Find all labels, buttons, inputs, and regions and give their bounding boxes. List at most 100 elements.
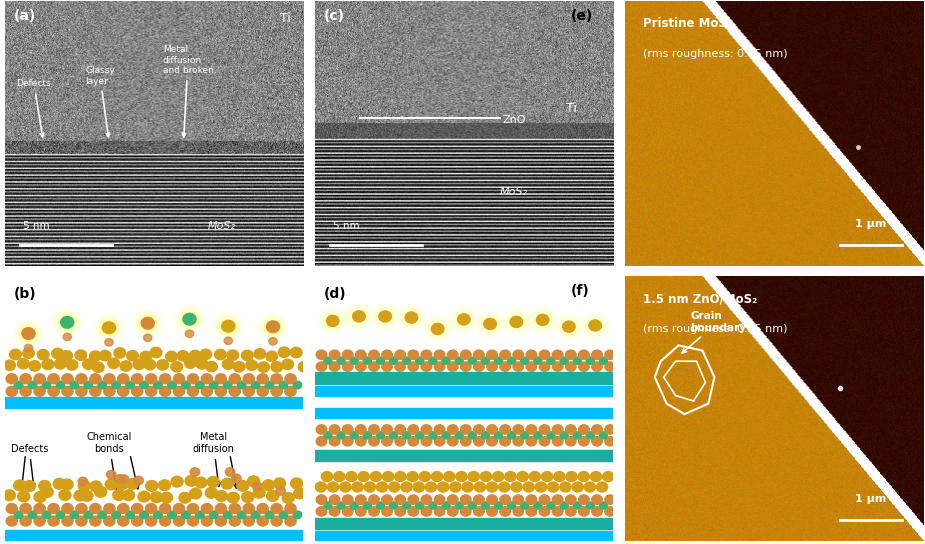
Circle shape <box>140 316 156 331</box>
Circle shape <box>9 349 21 360</box>
Circle shape <box>269 338 277 345</box>
Circle shape <box>131 516 142 526</box>
Circle shape <box>122 490 135 500</box>
Circle shape <box>590 472 601 481</box>
Circle shape <box>448 507 458 516</box>
Circle shape <box>539 350 549 360</box>
Circle shape <box>327 316 339 326</box>
Circle shape <box>117 374 129 384</box>
Circle shape <box>226 468 235 476</box>
Text: (f): (f) <box>572 285 590 299</box>
Circle shape <box>43 511 51 518</box>
Circle shape <box>552 507 563 516</box>
Circle shape <box>426 482 437 492</box>
Circle shape <box>171 477 183 487</box>
Circle shape <box>271 386 282 396</box>
Circle shape <box>257 516 268 526</box>
Circle shape <box>526 362 536 371</box>
Circle shape <box>75 350 87 360</box>
Circle shape <box>159 516 170 526</box>
Circle shape <box>474 507 484 516</box>
Circle shape <box>592 350 602 360</box>
Circle shape <box>90 351 101 361</box>
Circle shape <box>444 472 455 481</box>
Circle shape <box>541 472 553 481</box>
Circle shape <box>461 362 471 371</box>
Circle shape <box>126 381 134 389</box>
Circle shape <box>90 481 102 492</box>
Circle shape <box>388 482 400 492</box>
Circle shape <box>402 502 411 509</box>
Circle shape <box>408 350 418 360</box>
Circle shape <box>329 350 339 360</box>
Circle shape <box>605 362 615 371</box>
Circle shape <box>238 511 246 518</box>
Circle shape <box>329 437 339 446</box>
Circle shape <box>364 482 376 492</box>
Circle shape <box>495 432 502 439</box>
Circle shape <box>408 362 418 371</box>
Circle shape <box>552 425 563 434</box>
Circle shape <box>355 437 366 446</box>
Circle shape <box>474 350 484 360</box>
Circle shape <box>159 374 170 384</box>
Circle shape <box>157 360 168 370</box>
Text: Metal
diffusion
and broken: Metal diffusion and broken <box>163 46 214 137</box>
Circle shape <box>116 479 128 490</box>
Circle shape <box>62 374 73 384</box>
Circle shape <box>29 361 41 371</box>
Circle shape <box>143 334 152 342</box>
Circle shape <box>405 312 418 323</box>
Circle shape <box>112 381 120 389</box>
Circle shape <box>112 511 120 518</box>
Circle shape <box>339 482 351 492</box>
Text: ZnO: ZnO <box>502 115 526 125</box>
Circle shape <box>421 350 432 360</box>
Circle shape <box>513 495 524 504</box>
Circle shape <box>185 358 196 368</box>
Circle shape <box>191 468 200 476</box>
Circle shape <box>395 362 405 371</box>
Circle shape <box>455 502 463 509</box>
Circle shape <box>231 474 241 483</box>
Text: Metal
diffusion: Metal diffusion <box>192 432 234 487</box>
Circle shape <box>337 502 345 509</box>
Circle shape <box>579 362 589 371</box>
Circle shape <box>555 314 583 339</box>
Circle shape <box>513 350 524 360</box>
Text: Chemical
bonds: Chemical bonds <box>86 432 131 495</box>
Circle shape <box>39 480 51 491</box>
Circle shape <box>216 491 228 502</box>
Circle shape <box>565 437 576 446</box>
Circle shape <box>271 374 282 384</box>
Circle shape <box>346 472 357 481</box>
Text: 1 μm: 1 μm <box>855 219 886 229</box>
Circle shape <box>395 495 405 504</box>
Circle shape <box>154 511 162 518</box>
Circle shape <box>521 357 529 364</box>
Circle shape <box>397 305 426 330</box>
Circle shape <box>76 516 87 526</box>
Circle shape <box>54 478 66 489</box>
Circle shape <box>171 362 182 372</box>
Circle shape <box>487 482 498 492</box>
Circle shape <box>98 511 106 518</box>
Circle shape <box>92 362 104 373</box>
Circle shape <box>500 495 511 504</box>
Circle shape <box>492 472 504 481</box>
Circle shape <box>160 492 173 503</box>
Circle shape <box>253 482 262 490</box>
Circle shape <box>408 425 418 434</box>
Circle shape <box>552 437 563 446</box>
Circle shape <box>565 495 576 504</box>
Circle shape <box>101 320 117 335</box>
Circle shape <box>539 362 549 371</box>
Circle shape <box>547 357 555 364</box>
Circle shape <box>79 480 91 491</box>
Circle shape <box>605 350 615 360</box>
Circle shape <box>539 495 549 504</box>
Circle shape <box>55 358 67 369</box>
Circle shape <box>282 492 294 503</box>
Circle shape <box>548 482 559 492</box>
Text: Glassy
layer: Glassy layer <box>85 66 115 137</box>
